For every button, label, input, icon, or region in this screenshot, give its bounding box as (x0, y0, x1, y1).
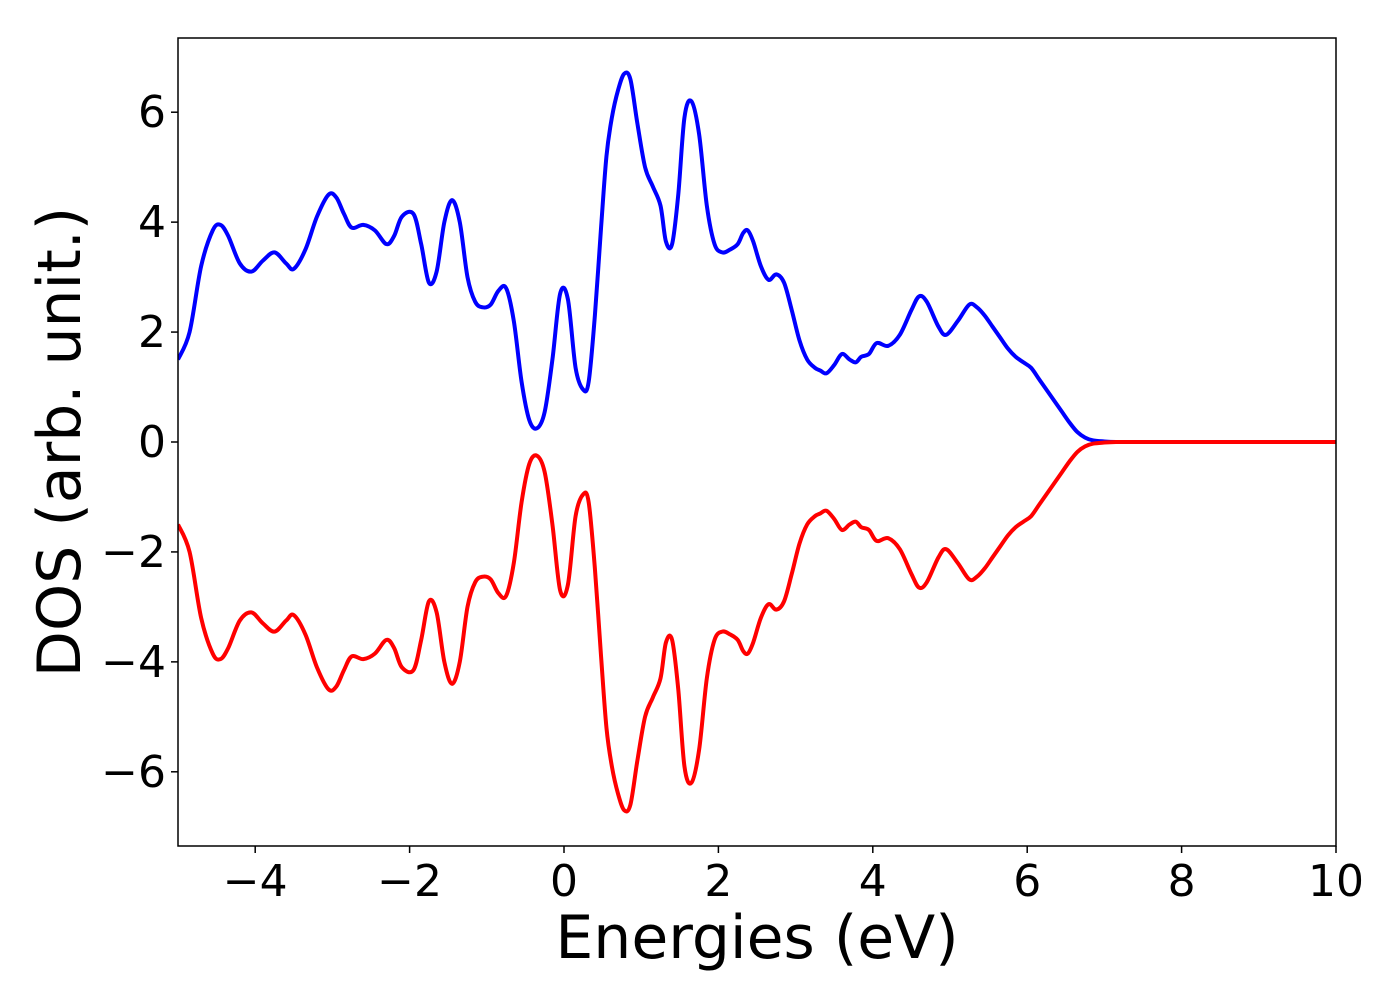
y-axis: −6 −4 −2 0 2 4 6 (101, 87, 178, 798)
x-tick-label: −2 (377, 856, 442, 907)
x-tick-label: 6 (1013, 856, 1041, 907)
x-axis-label: Energies (eV) (555, 903, 958, 973)
x-axis: −4 −2 0 2 4 6 8 10 (223, 846, 1364, 907)
y-tick-label: −2 (101, 527, 166, 578)
series-layer (178, 70, 1336, 814)
x-tick-label: 10 (1308, 856, 1364, 907)
x-tick-label: 2 (704, 856, 732, 907)
x-tick-label: 4 (859, 856, 887, 907)
y-tick-label: 0 (138, 417, 166, 468)
x-tick-label: 8 (1168, 856, 1196, 907)
x-tick-label: 0 (550, 856, 578, 907)
y-tick-label: −6 (101, 747, 166, 798)
y-tick-label: 4 (138, 197, 166, 248)
y-tick-label: 6 (138, 87, 166, 138)
y-axis-label: DOS (arb. unit.) (25, 207, 95, 677)
x-tick-label: −4 (223, 856, 288, 907)
series-line-up (178, 70, 1336, 445)
series-line-down (178, 439, 1336, 814)
y-tick-label: −4 (101, 637, 166, 688)
y-tick-label: 2 (138, 307, 166, 358)
